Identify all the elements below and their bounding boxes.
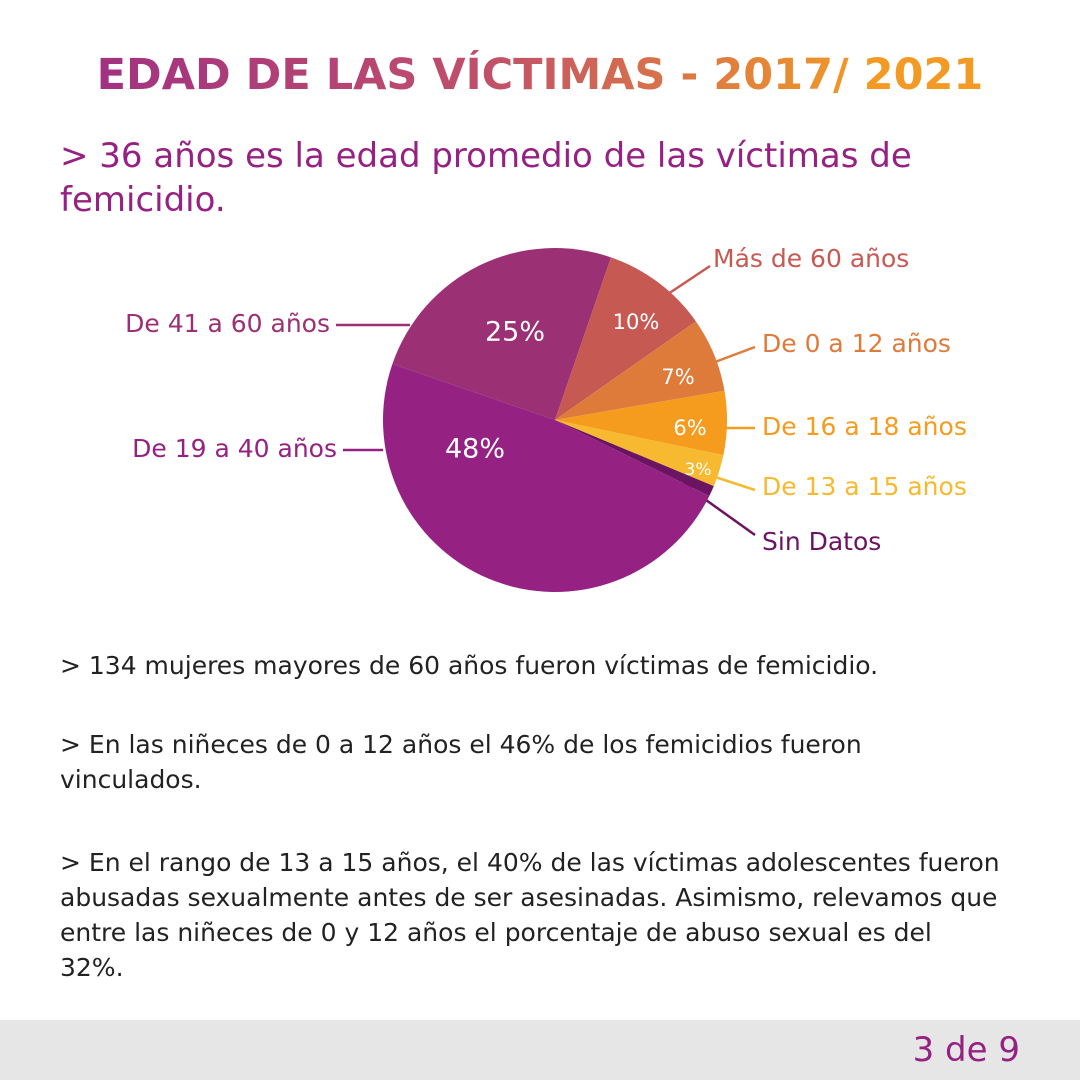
note: > 134 mujeres mayores de 60 años fueron … [60, 651, 879, 680]
title: EDAD DE LAS VÍCTIMAS - 2017/ 2021 [0, 50, 1080, 100]
pie-slice [555, 420, 714, 496]
subtitle: > 36 años es la edad promedio de las víc… [60, 136, 912, 220]
legend-label: De 41 a 60 años [125, 309, 330, 338]
value-label: 10% [613, 310, 660, 334]
pie-slice [383, 364, 710, 592]
legend-label: De 19 a 40 años [132, 434, 337, 463]
leader-line [667, 264, 711, 296]
footer-bar [0, 1020, 1080, 1080]
pie-slice [555, 420, 724, 487]
note: > En el rango de 13 a 15 años, el 40% de… [60, 848, 1000, 982]
value-label: 25% [485, 317, 545, 348]
leader-line [711, 474, 756, 492]
legend-label: Sin Datos [762, 527, 881, 556]
legend-label: Más de 60 años [713, 244, 909, 273]
legend-label: De 13 a 15 años [762, 472, 967, 501]
value-label: 6% [673, 416, 706, 440]
legend-label: De 0 a 12 años [762, 329, 951, 358]
pie-slice [555, 390, 727, 456]
pie-slice [555, 321, 725, 420]
legend-label: De 16 a 18 años [762, 412, 967, 441]
leader-line [714, 345, 756, 364]
note: > En las niñeces de 0 a 12 años el 46% d… [60, 730, 862, 794]
chart: De 41 a 60 años 25% Más de 60 años 10% De 0 … [125, 244, 967, 592]
value-label: 7% [661, 365, 694, 389]
leader-line [705, 498, 756, 537]
value-label: 48% [445, 434, 505, 465]
pie-slice [555, 257, 696, 420]
page-number: 3 de 9 [912, 1030, 1020, 1070]
pie-slice [392, 248, 611, 420]
value-label: 3% [685, 460, 712, 480]
